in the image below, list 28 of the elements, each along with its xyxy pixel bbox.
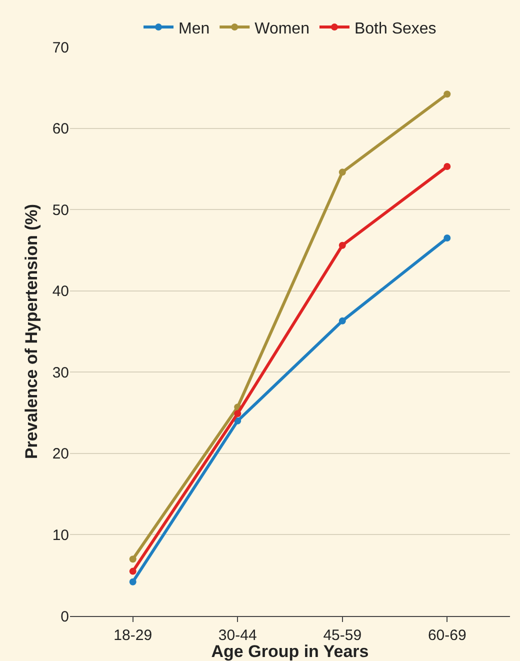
y-tick-label: 70 xyxy=(52,39,69,56)
x-tick-label: 60-69 xyxy=(428,627,466,644)
point xyxy=(444,234,451,242)
x-tick-label: 45-59 xyxy=(323,627,362,644)
legend-label: Men xyxy=(178,20,210,38)
point xyxy=(338,317,346,324)
y-tick-label: 60 xyxy=(52,120,69,138)
y-tick-label: 30 xyxy=(52,364,69,382)
point xyxy=(129,568,136,575)
point xyxy=(444,90,451,98)
x-tick-label: 30-44 xyxy=(218,627,257,644)
point xyxy=(444,162,451,170)
point xyxy=(338,242,346,249)
x-axis-title: Age Group in Years xyxy=(211,642,369,661)
y-tick-label: 10 xyxy=(52,526,69,544)
point xyxy=(129,578,136,586)
x-tick-label: 18-29 xyxy=(114,627,152,644)
legend-label: Women xyxy=(254,20,310,38)
legend-label: Both Sexes xyxy=(354,20,436,38)
point xyxy=(129,556,136,563)
y-axis-title: Prevalence of Hypertension (%) xyxy=(22,204,41,460)
y-tick-label: 20 xyxy=(52,446,69,463)
y-tick-label: 40 xyxy=(52,283,69,300)
point xyxy=(234,410,242,418)
y-tick-label: 50 xyxy=(52,202,69,219)
point xyxy=(338,168,346,176)
point xyxy=(234,417,242,424)
y-tick-label: 0 xyxy=(60,608,69,626)
